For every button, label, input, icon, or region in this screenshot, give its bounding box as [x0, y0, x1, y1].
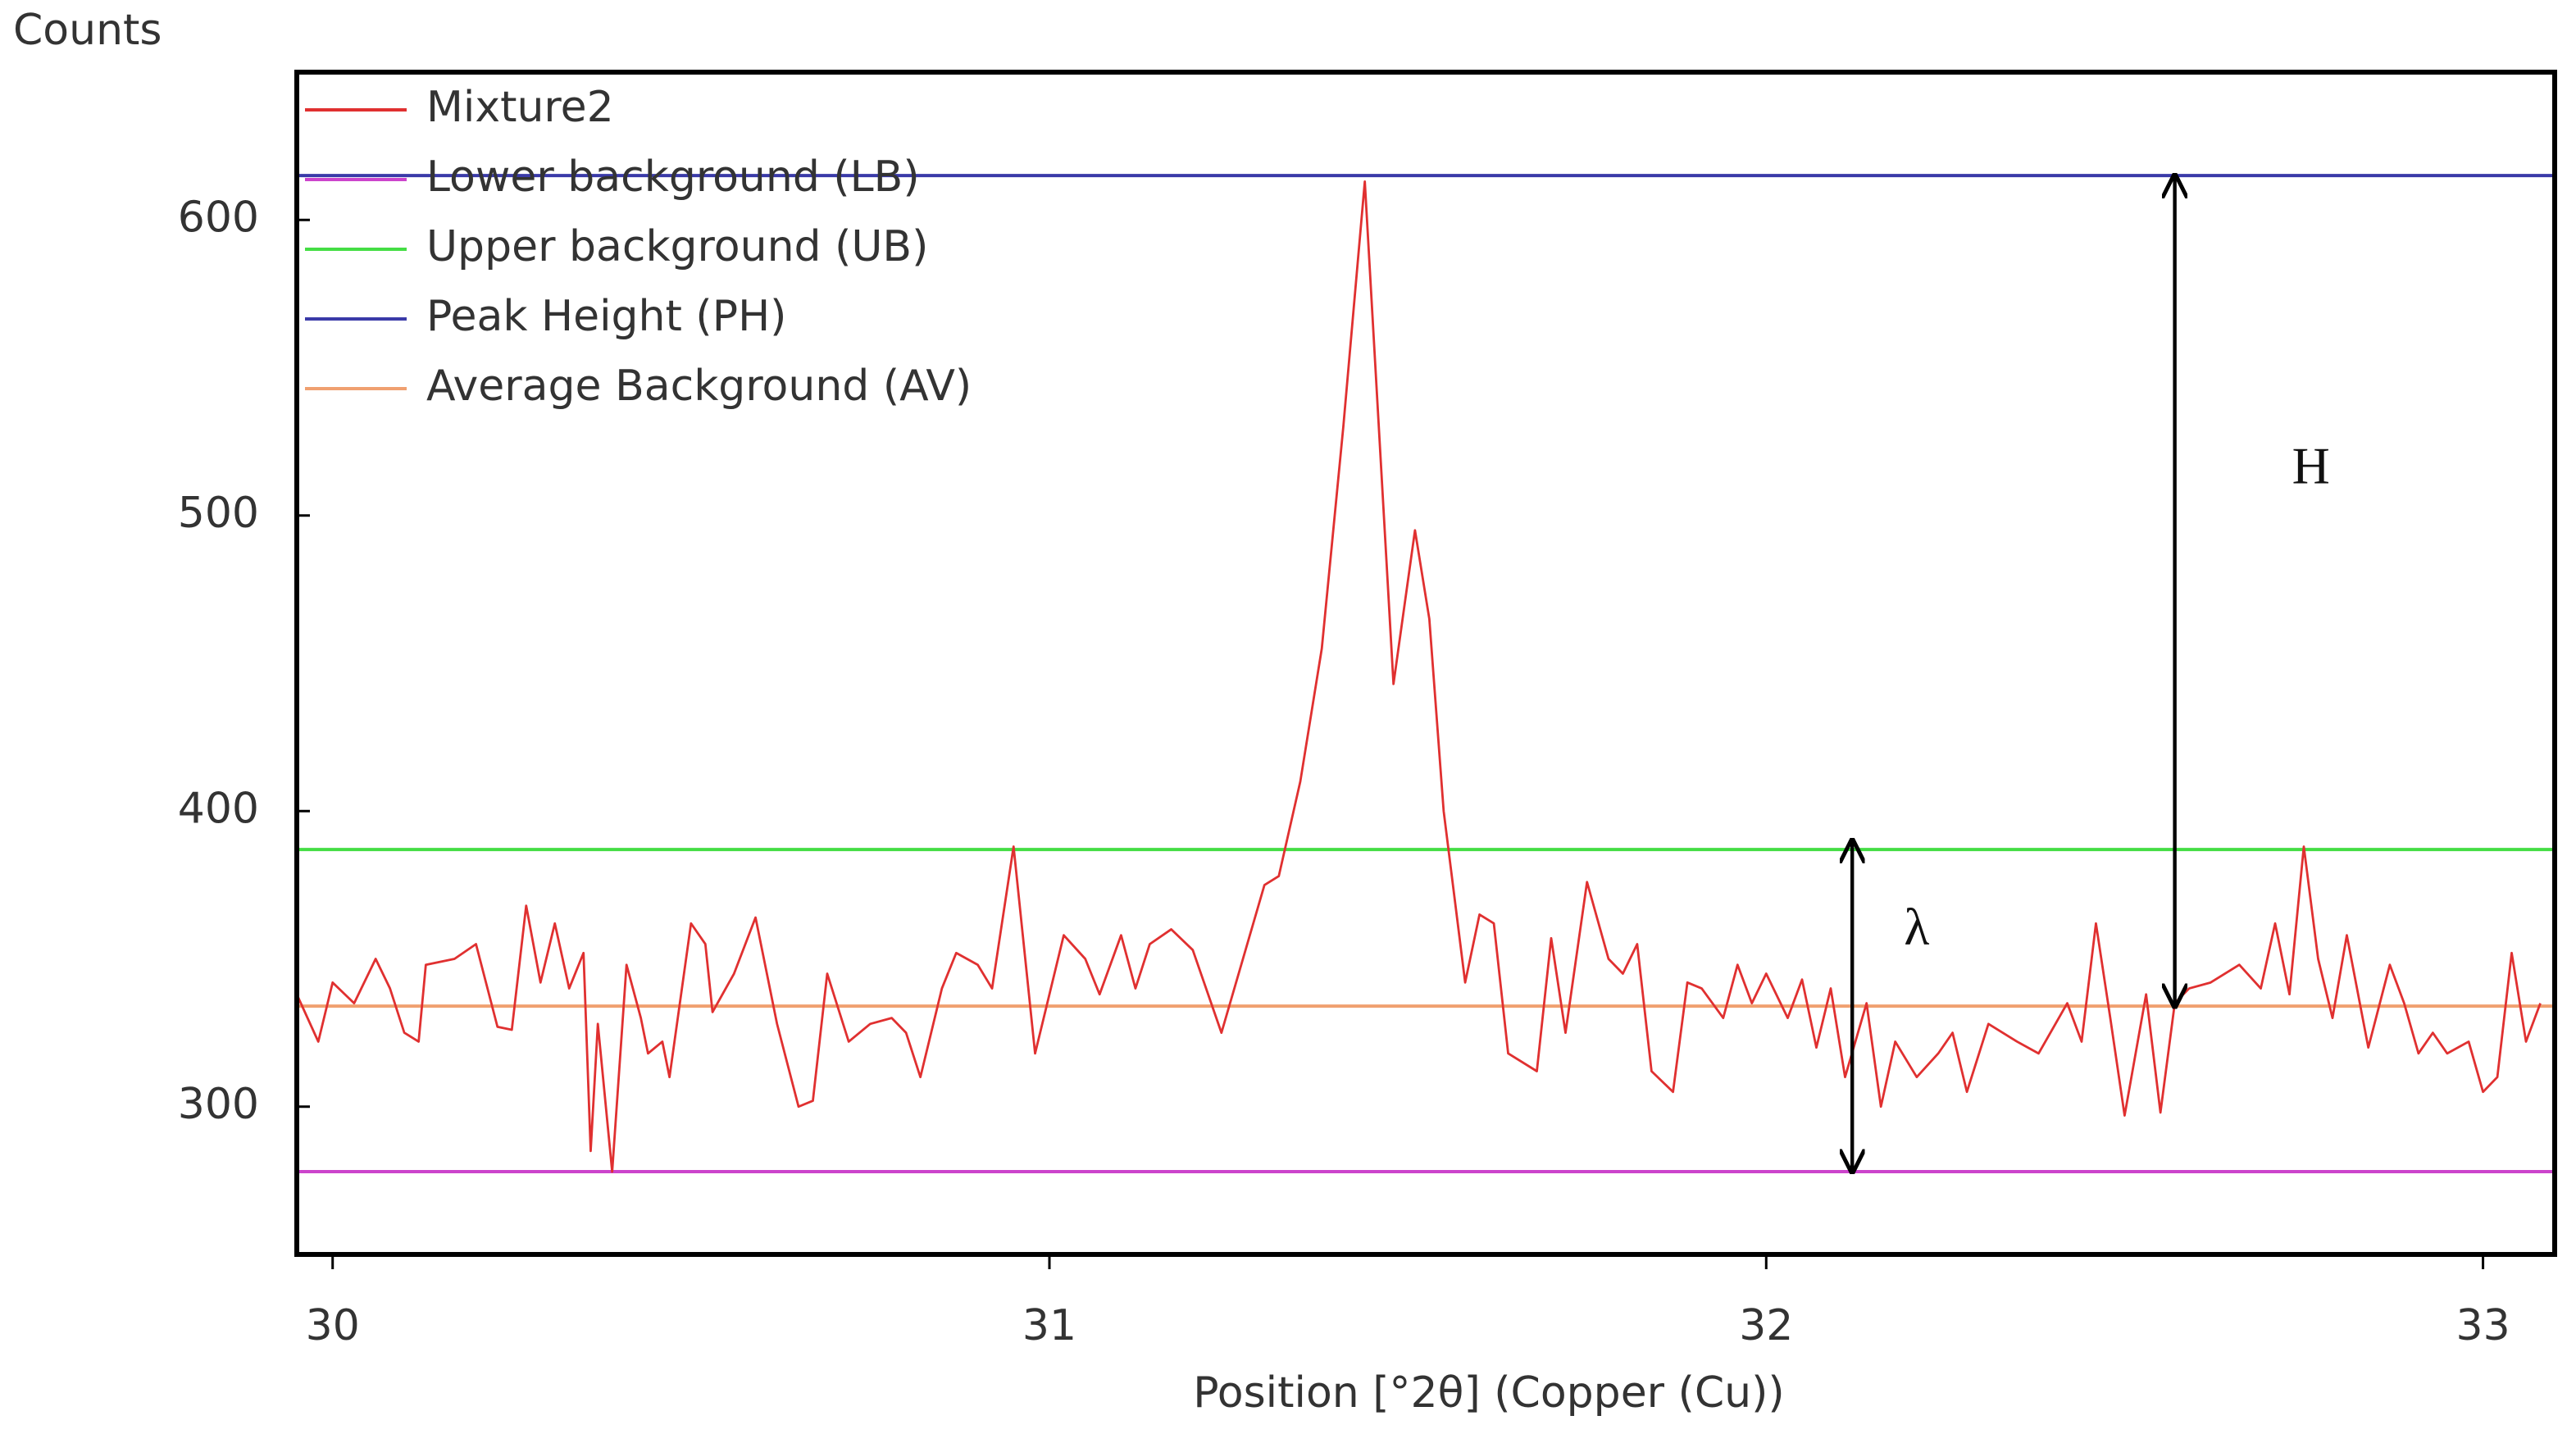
x-tick-label: 30	[306, 1301, 360, 1350]
legend-label: Mixture2	[426, 83, 614, 132]
y-tick-label: 300	[178, 1080, 259, 1129]
x-axis-title: Position [°2θ] (Copper (Cu))	[1193, 1368, 1784, 1418]
y-tick-label: 500	[178, 489, 259, 538]
legend-label: Peak Height (PH)	[426, 292, 786, 341]
legend-label: Average Background (AV)	[426, 362, 972, 411]
legend-label: Lower background (LB)	[426, 153, 920, 202]
legend-label: Upper background (UB)	[426, 222, 928, 271]
plot-frame	[294, 70, 2557, 1257]
annotation-label: H	[2292, 436, 2330, 494]
annotation-label: λ	[1904, 898, 1929, 956]
x-tick-label: 33	[2455, 1301, 2510, 1350]
y-tick-label: 400	[178, 784, 259, 833]
x-tick-label: 31	[1022, 1301, 1076, 1350]
y-tick-label: 600	[178, 193, 259, 242]
x-tick-label: 32	[1739, 1301, 1793, 1350]
y-axis-title: Counts	[13, 6, 162, 55]
